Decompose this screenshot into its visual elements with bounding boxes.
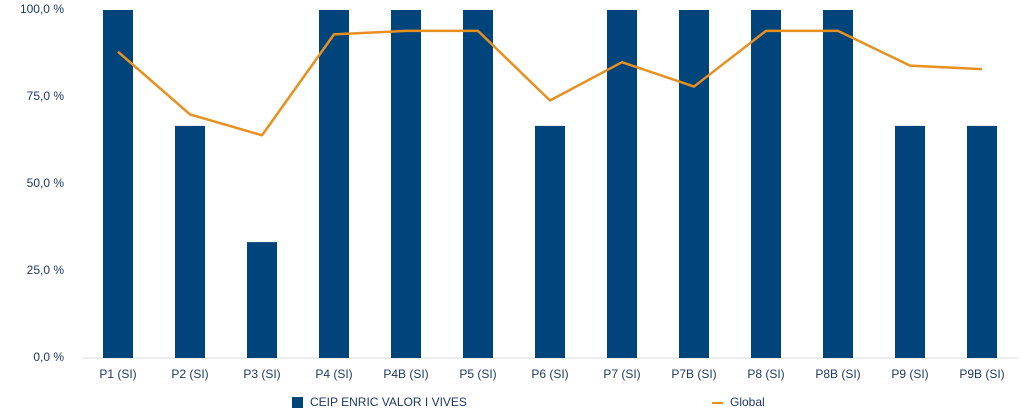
bar <box>319 10 349 358</box>
x-tick-label: P8B (SI) <box>815 367 860 381</box>
x-tick-label: P9 (SI) <box>891 367 928 381</box>
bar <box>679 10 709 358</box>
x-tick-label: P3 (SI) <box>243 367 280 381</box>
legend-swatch <box>292 397 303 408</box>
x-tick-label: P4 (SI) <box>315 367 352 381</box>
x-tick-label: P4B (SI) <box>383 367 428 381</box>
bar <box>391 10 421 358</box>
x-tick-label: P1 (SI) <box>99 367 136 381</box>
x-tick-label: P2 (SI) <box>171 367 208 381</box>
y-tick-label: 50,0 % <box>27 176 65 190</box>
x-tick-label: P6 (SI) <box>531 367 568 381</box>
bar <box>103 10 133 358</box>
y-tick-label: 100,0 % <box>20 2 64 16</box>
bar <box>967 125 997 358</box>
bar <box>247 242 277 358</box>
bar <box>751 10 781 358</box>
legend-label: CEIP ENRIC VALOR I VIVES <box>310 395 467 409</box>
y-tick-label: 75,0 % <box>27 89 65 103</box>
bar <box>895 125 925 358</box>
x-tick-label: P7 (SI) <box>603 367 640 381</box>
x-tick-label: P5 (SI) <box>459 367 496 381</box>
x-tick-label: P9B (SI) <box>959 367 1004 381</box>
bar <box>823 10 853 358</box>
y-tick-label: 25,0 % <box>27 263 65 277</box>
y-tick-label: 0,0 % <box>33 350 64 364</box>
x-tick-label: P7B (SI) <box>671 367 716 381</box>
legend-label: Global <box>730 395 765 409</box>
x-tick-label: P8 (SI) <box>747 367 784 381</box>
bar <box>535 125 565 358</box>
line <box>117 29 983 137</box>
bar <box>175 125 205 358</box>
bar <box>463 10 493 358</box>
